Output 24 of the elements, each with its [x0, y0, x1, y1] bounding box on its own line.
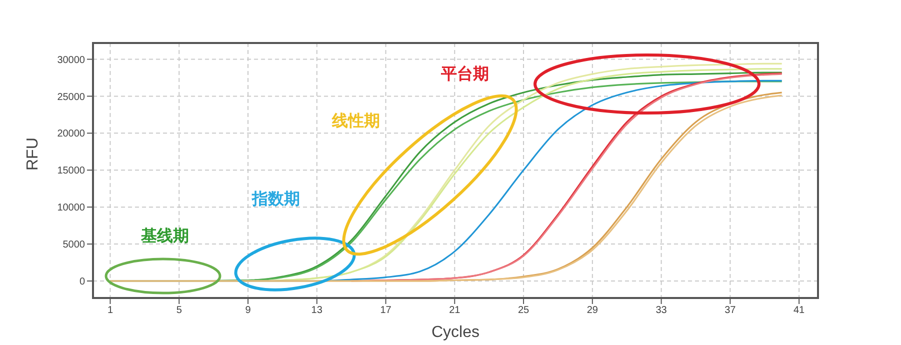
y-tick-label: 30000 — [57, 54, 86, 66]
annotation: 线性期 — [331, 111, 380, 130]
y-tick-label: 10000 — [57, 202, 86, 214]
x-tick-label: 41 — [793, 305, 806, 316]
x-tick-label: 29 — [586, 305, 598, 316]
x-tick-label: 5 — [176, 305, 182, 316]
x-tick-label: 37 — [724, 305, 736, 316]
x-tick-label: 1 — [107, 305, 114, 316]
y-tick-label: 0 — [79, 276, 86, 288]
y-axis-title: RFU — [24, 138, 42, 170]
x-tick-label: 13 — [311, 305, 323, 316]
annotation: 平台期 — [440, 64, 489, 83]
x-tick-label: 9 — [245, 305, 252, 316]
annotation: 指数期 — [251, 189, 300, 208]
annotation: 基线期 — [140, 226, 189, 245]
y-tick-label: 15000 — [57, 166, 86, 177]
x-tick-label: 21 — [449, 305, 461, 316]
y-tick-label: 5000 — [62, 240, 86, 251]
x-tick-label: 17 — [380, 305, 392, 316]
y-tick-label: 25000 — [57, 92, 86, 103]
x-tick-label: 25 — [518, 305, 530, 316]
x-axis-title: Cycles — [431, 324, 480, 341]
y-tick-label: 20000 — [57, 128, 86, 140]
x-tick-label: 33 — [656, 305, 668, 316]
